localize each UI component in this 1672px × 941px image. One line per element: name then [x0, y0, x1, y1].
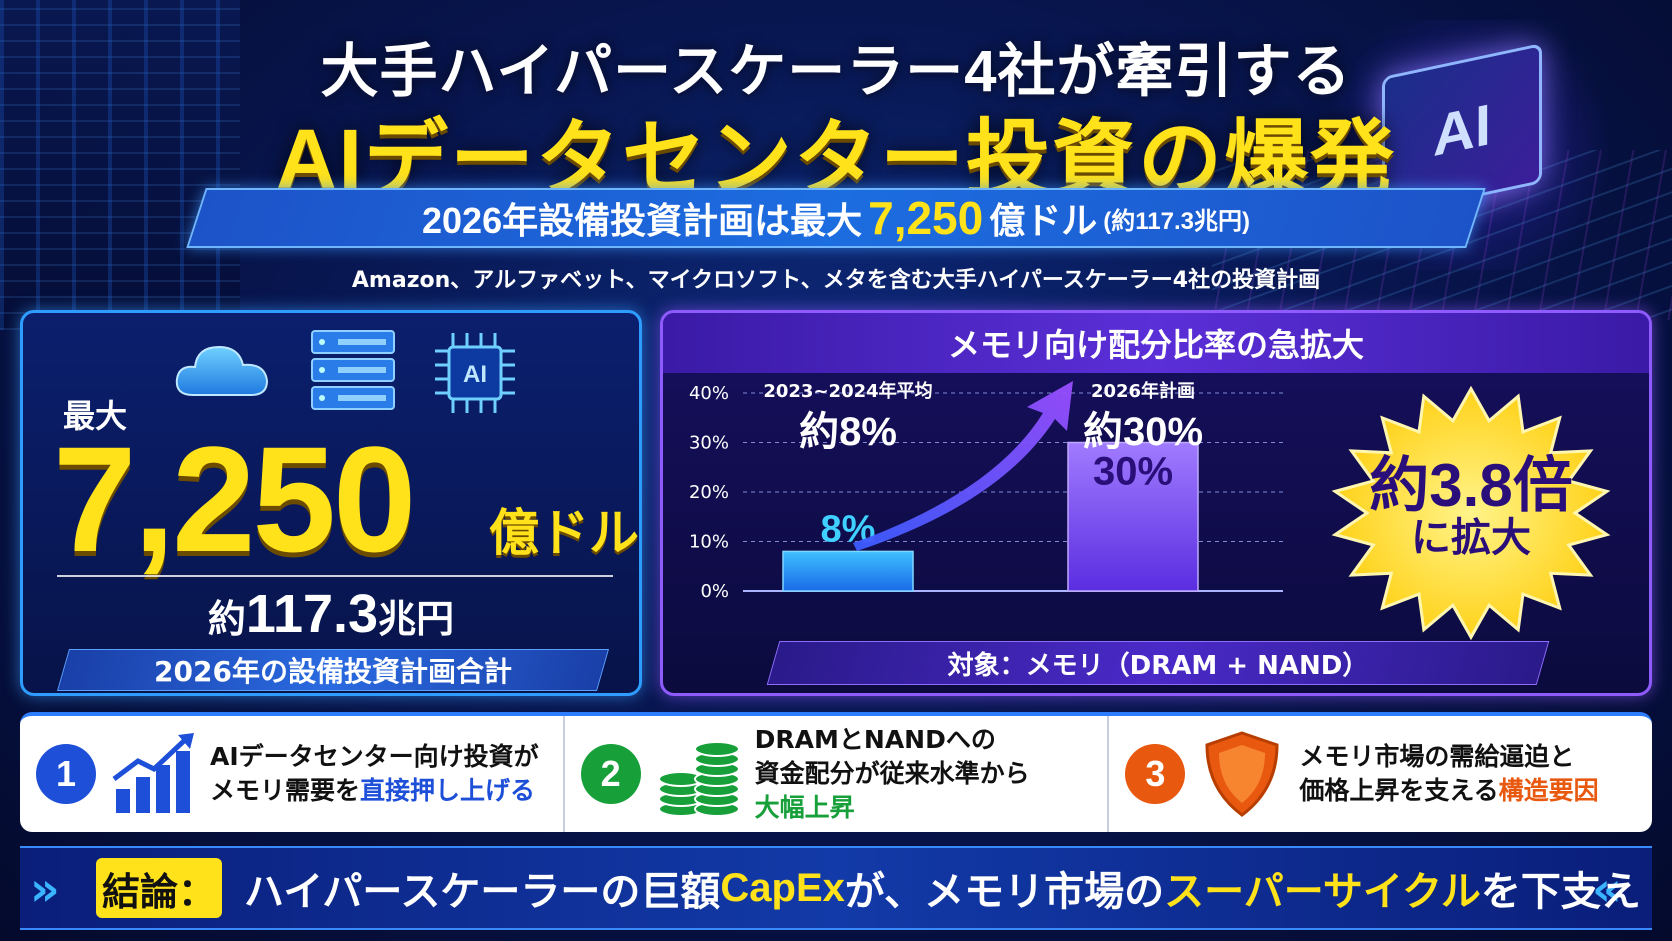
- yen-equivalent: 約117.3兆円: [23, 583, 639, 645]
- key-points: 1 AIデータセンター向け投資が メモリ需要を直接押し上げる 2 DRAMとNA…: [20, 712, 1652, 832]
- chevron-right-icon: »: [30, 862, 60, 916]
- point-number-badge: 2: [580, 744, 641, 804]
- point-2: 2 DRAMとNANDへの 資金配分が従来水準から 大幅上昇: [562, 716, 1108, 832]
- server-rack-background: [0, 0, 240, 330]
- point-line-pre: メモリ需要を: [210, 776, 361, 805]
- conclusion-label: 結論：: [96, 858, 222, 918]
- capex-value: 7,250: [53, 415, 416, 583]
- point-number-badge: 3: [1125, 744, 1186, 804]
- ai-chip-icon: AI: [435, 333, 515, 413]
- point-line: 資金配分が従来水準から: [754, 759, 1030, 789]
- cloud-icon: [175, 345, 269, 396]
- max-label: 最大: [63, 397, 128, 435]
- point-line: メモリ市場の需給逼迫と: [1299, 742, 1575, 772]
- category-label: 2026年計画: [1091, 380, 1195, 402]
- subtitle-value: 7,250: [868, 192, 984, 244]
- point-3: 3 メモリ市場の需給逼迫と 価格上昇を支える構造要因: [1107, 716, 1652, 832]
- point-line-pre: 価格上昇を支える: [1299, 776, 1499, 805]
- shield-icon: [1205, 731, 1279, 817]
- yen-number: 117.3: [245, 584, 379, 644]
- chevron-left-icon: «: [1592, 862, 1622, 916]
- ai-chip-icon-label: AI: [463, 361, 487, 388]
- y-tick-label: 40%: [689, 383, 729, 404]
- y-tick-label: 0%: [700, 581, 729, 602]
- point-line: 価格上昇を支える構造要因: [1299, 774, 1598, 808]
- point-number-badge: 1: [36, 744, 96, 804]
- capex-total-panel: AI 最大 7,250 億ドル 約117.3兆円 2026年の設備投資計画合計: [20, 310, 642, 696]
- capex-caption: 2026年の設備投資計画合計: [154, 655, 512, 688]
- conclusion-highlight: スーパーサイクル: [1164, 870, 1481, 914]
- point-highlight: 構造要因: [1498, 776, 1599, 805]
- point-text: DRAMとNANDへの 資金配分が従来水準から 大幅上昇: [755, 723, 1030, 824]
- bar: [782, 550, 914, 592]
- subtitle-prefix: 2026年設備投資計画は最大: [422, 200, 863, 241]
- growth-chart-icon: [112, 733, 194, 813]
- allocation-bar-chart: 0%10%20%30%40% 2023~2024年平均約8%8%2026年計画約3…: [689, 380, 1283, 602]
- point-text: AIデータセンター向け投資が メモリ需要を直接押し上げる: [210, 740, 539, 808]
- conclusion-text: ハイパースケーラーの巨額 CapEx が、メモリ市場の スーパーサイクル を下支え: [244, 858, 1641, 918]
- panel-title-bar: [663, 313, 1649, 373]
- yen-prefix: 約: [207, 599, 246, 641]
- point-1: 1 AIデータセンター向け投資が メモリ需要を直接押し上げる: [20, 716, 563, 832]
- companies-line: Amazon、アルファベット、マイクロソフト、メタを含む大手ハイパースケーラー4…: [351, 268, 1321, 293]
- multiplier-caption: に拡大: [1411, 516, 1531, 560]
- bar: [1067, 441, 1199, 592]
- point-text: メモリ市場の需給逼迫と 価格上昇を支える構造要因: [1299, 740, 1598, 808]
- top-value-label: 約30%: [1083, 410, 1203, 454]
- point-highlight: 大幅上昇: [754, 792, 855, 822]
- growth-arrow: [853, 381, 1073, 551]
- conclusion-part: が、メモリ市場の: [844, 870, 1165, 914]
- starburst-shape: [1331, 385, 1611, 641]
- starburst-badge: [1331, 385, 1611, 641]
- point-line: AIデータセンター向け投資が: [210, 742, 539, 772]
- y-tick-label: 10%: [689, 532, 729, 553]
- y-tick-label: 20%: [689, 482, 729, 503]
- subtitle-yen: (約117.3兆円): [1103, 207, 1250, 235]
- panel-title: メモリ向け配分比率の急拡大: [947, 326, 1364, 364]
- point-line: DRAMとNANDへの: [754, 725, 996, 755]
- conclusion-part: を下支え: [1480, 870, 1641, 914]
- point-highlight: 直接押し上げる: [360, 776, 536, 805]
- title-line-1: 大手ハイパースケーラー4社が牽引する: [320, 39, 1352, 104]
- memory-allocation-panel: メモリ向け配分比率の急拡大 0% 10% 20% 30% 40% 2023~2024年平均…: [660, 310, 1652, 696]
- category-label: 2023~2024年平均: [763, 380, 932, 402]
- top-value-label: 約8%: [799, 410, 897, 454]
- server-icon: [311, 330, 395, 410]
- capex-unit: 億ドル: [489, 505, 639, 561]
- target-label: 対象：メモリ（DRAM + NAND）: [947, 650, 1369, 681]
- conclusion-highlight: CapEx: [720, 865, 845, 910]
- conclusion-part: ハイパースケーラーの巨額: [244, 870, 721, 914]
- coin-stack-icon: [657, 741, 740, 817]
- conclusion-banner: [20, 846, 1652, 930]
- divider: [57, 575, 613, 577]
- y-tick-label: 30%: [689, 433, 729, 454]
- bar-value-label: 30%: [1093, 450, 1173, 494]
- yen-unit: 兆円: [378, 599, 455, 641]
- subtitle: 2026年設備投資計画は最大 7,250 億ドル (約117.3兆円): [196, 188, 1476, 248]
- point-line: メモリ需要を直接押し上げる: [210, 774, 539, 808]
- multiplier-value: 約3.8倍: [1369, 452, 1573, 519]
- subtitle-unit: 億ドル: [989, 200, 1098, 241]
